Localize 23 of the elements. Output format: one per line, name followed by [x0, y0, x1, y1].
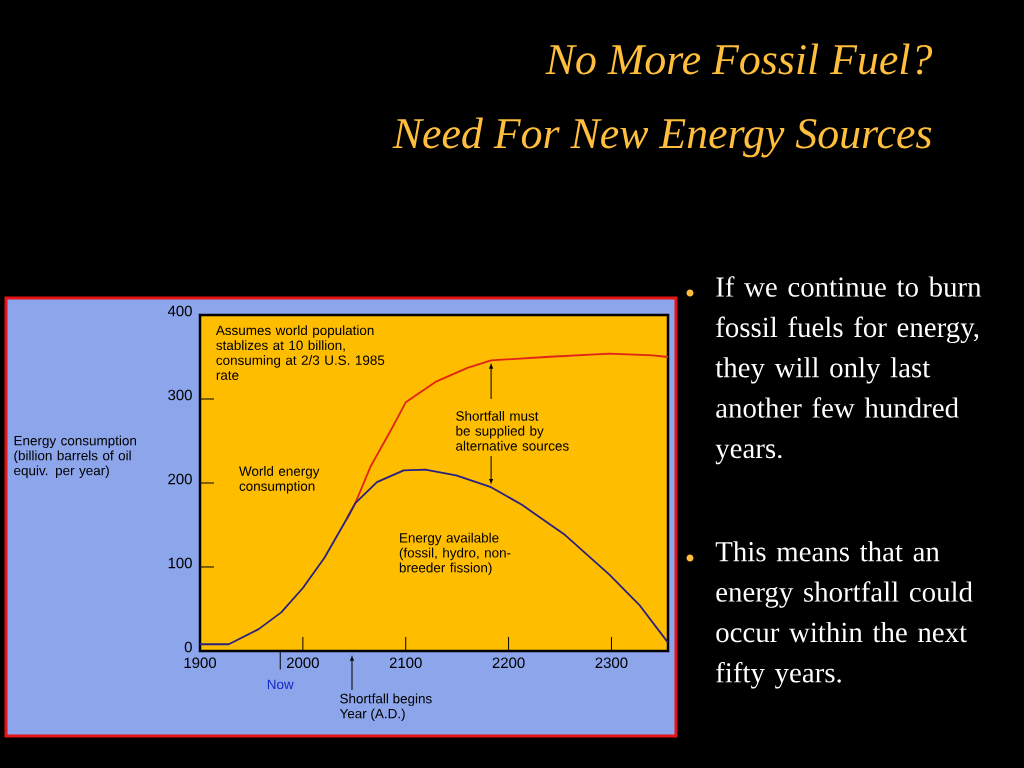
x-tick-label: 1900: [184, 657, 217, 669]
y-tick-label: 100: [168, 557, 192, 569]
text: Energy available (fossil, hydro, non-breeder fission): [399, 532, 511, 576]
x-tick-label: 2100: [389, 657, 422, 669]
y-tick-label: 200: [168, 473, 192, 485]
text: If we continue to burn fossil fuels for energy, they will only last another few hundred years.: [715, 276, 982, 465]
y-tick-label: 0: [184, 641, 192, 653]
annotation: Shortfall must be supplied by alternative sources: [456, 410, 569, 451]
x-tick-label: 2200: [492, 657, 525, 669]
x-axis-title: Year (A.D.): [339, 708, 405, 721]
text: This means that an energy shortfall could occur within the next fifty years.: [715, 541, 973, 689]
y-tick-label: 300: [168, 389, 192, 401]
chart-title: No More Fossil Fuel?: [545, 43, 933, 75]
text: World energy consumption: [239, 466, 320, 494]
text: Shortfall begins: [340, 693, 432, 707]
x-tick-label: 2300: [595, 657, 628, 669]
y-tick-label: 400: [167, 305, 192, 317]
line-series: [199, 468, 669, 646]
annotation: Assumes world population stablizes at 10 billion, consuming at 2/3 U.S. 1985 rate: [215, 325, 385, 380]
chart-subtitle: Need For New Energy Sources: [392, 117, 932, 158]
text: Now: [267, 679, 294, 690]
y-axis-title: Energy consumption (billion barrels of oil equiv. per year): [14, 435, 136, 478]
x-tick-label: 2000: [286, 657, 319, 669]
